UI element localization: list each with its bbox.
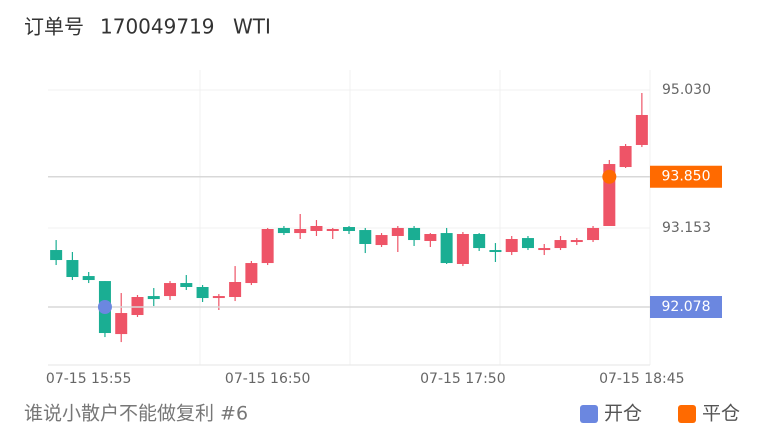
candle-body (619, 146, 632, 168)
vertical-grid (48, 70, 651, 366)
candle-body (196, 287, 209, 299)
candle-body (294, 229, 307, 234)
candle-body (554, 240, 567, 249)
candle-body (245, 263, 258, 284)
x-tick-label: 07-15 18:45 (599, 371, 684, 387)
candle-body (424, 234, 437, 241)
legend-swatch (678, 405, 696, 423)
price-tag (650, 165, 722, 188)
legend-label: 开仓 (604, 403, 642, 425)
candle-body (587, 227, 600, 241)
candle-body (261, 229, 274, 264)
candle-body (82, 276, 95, 281)
candle-body (505, 239, 518, 253)
candle-body (408, 227, 421, 241)
candle-body (473, 234, 486, 249)
candle-body (164, 283, 177, 297)
y-tick-label: 95.030 (662, 82, 711, 98)
candle-body (359, 230, 372, 245)
candle-body (50, 250, 63, 261)
candle-body (635, 114, 648, 145)
order-label: 订单号 (24, 15, 84, 39)
legend-swatch (580, 405, 598, 423)
candle-body (277, 227, 290, 234)
candle-body (440, 233, 453, 264)
candle-body (326, 229, 339, 231)
candle-body (456, 234, 469, 264)
x-tick-label: 07-15 17:50 (420, 371, 505, 387)
candle-body (229, 282, 242, 298)
candle-body (521, 238, 534, 249)
trade-marker (97, 299, 112, 314)
footer-text: 谁说小散户不能做复利 #6 (24, 403, 248, 425)
x-tick-label: 07-15 15:55 (46, 371, 131, 387)
candle-body (131, 297, 144, 316)
symbol: WTI (233, 15, 271, 39)
candle-body (212, 296, 225, 299)
price-tag (650, 295, 722, 318)
candle-body (310, 225, 323, 231)
trade-marker (602, 169, 617, 184)
candle-body (489, 250, 502, 253)
price-tag-label: 92.078 (662, 299, 711, 315)
candle-body (66, 260, 79, 278)
price-tag-label: 93.850 (662, 169, 711, 185)
candle-body (180, 283, 193, 288)
y-tick-label: 93.153 (662, 220, 711, 236)
order-number: 170049719 (100, 15, 215, 39)
candle-body (147, 296, 160, 300)
legend-label: 平仓 (702, 403, 740, 425)
candle-body (343, 227, 355, 231)
x-tick-label: 07-15 16:50 (225, 371, 310, 387)
candle-body (538, 248, 551, 251)
candle-body (570, 240, 583, 243)
candle-body (391, 227, 404, 236)
candle-body (115, 313, 128, 335)
candle-body (375, 235, 388, 246)
